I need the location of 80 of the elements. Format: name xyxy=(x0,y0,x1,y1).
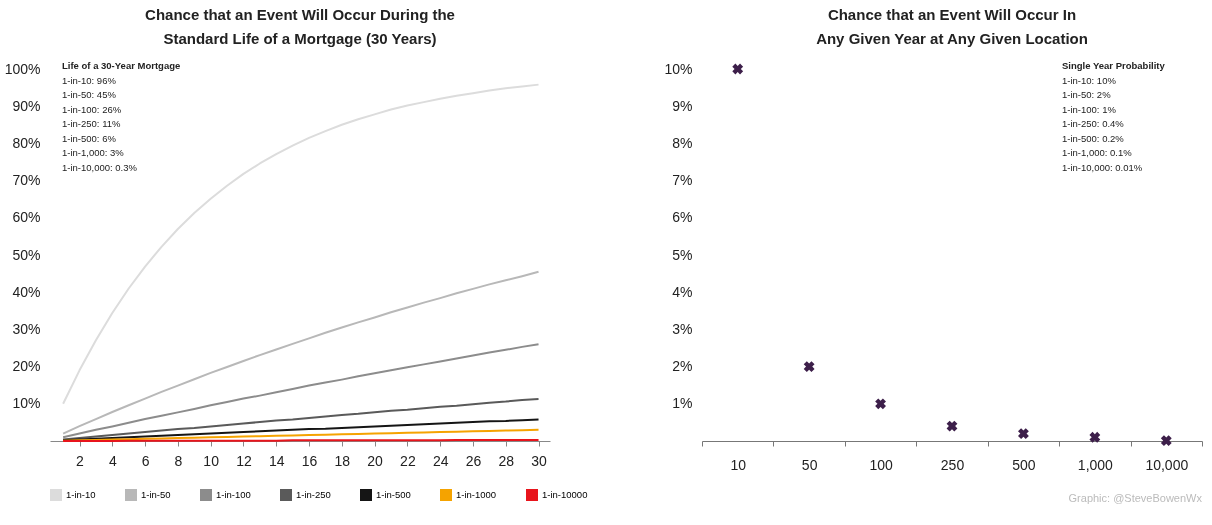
legend-label: 1-in-1000 xyxy=(456,489,497,500)
annotation: 1-in-10,000: 0.3% xyxy=(62,161,138,173)
legend-label: 1-in-250 xyxy=(296,489,331,500)
annotation: 1-in-50: 45% xyxy=(62,89,117,100)
y-tick-label: 90% xyxy=(12,97,41,114)
x-tick-label: 250 xyxy=(940,456,965,473)
legend-label: 1-in-500 xyxy=(376,489,411,500)
y-tick-label: 70% xyxy=(12,172,41,189)
x-tick-label: 50 xyxy=(801,456,818,473)
x-tick-label: 500 xyxy=(1012,456,1036,473)
line-series xyxy=(62,418,540,442)
y-tick-label: 8% xyxy=(672,134,693,151)
point xyxy=(875,398,886,410)
point xyxy=(1160,435,1172,447)
annotation: 1-in-100: 26% xyxy=(62,103,122,115)
x-tick-label: 18 xyxy=(334,452,351,469)
annotation: 1-in-500: 6% xyxy=(62,132,117,144)
x-tick-label: 10 xyxy=(730,456,747,473)
annotation: 1-in-10: 10% xyxy=(1062,74,1117,86)
x-tick-label: 10 xyxy=(203,452,220,469)
x-tick-label: 28 xyxy=(498,452,515,469)
y-tick-label: 80% xyxy=(12,134,41,151)
point xyxy=(1018,428,1029,439)
y-tick-label: 2% xyxy=(672,358,693,375)
annotation: 1-in-10,000: 0.01% xyxy=(1062,161,1143,173)
y-tick-label: 10% xyxy=(664,60,693,77)
y-tick-label: 30% xyxy=(12,320,41,337)
annotation: 1-in-500: 0.2% xyxy=(1062,132,1125,144)
line-series xyxy=(62,83,540,405)
y-tick-label: 3% xyxy=(672,320,693,337)
x-tick-label: 26 xyxy=(465,452,482,469)
point xyxy=(803,361,815,373)
x-tick-label: 6 xyxy=(141,452,150,469)
y-tick-label: 10% xyxy=(12,395,41,412)
annotation: Life of a 30-Year Mortgage xyxy=(62,60,181,71)
line-series xyxy=(62,343,540,439)
annotation: 1-in-50: 2% xyxy=(1062,89,1112,100)
x-tick-label: 2 xyxy=(76,452,85,469)
y-tick-label: 50% xyxy=(12,246,41,263)
y-tick-label: 9% xyxy=(672,97,693,114)
y-tick-label: 40% xyxy=(12,283,41,300)
y-tick-label: 60% xyxy=(12,209,41,226)
y-tick-label: 7% xyxy=(672,172,693,189)
legend-label: 1-in-50 xyxy=(141,489,171,500)
legend-label: 1-in-10000 xyxy=(542,489,588,500)
x-tick-label: 16 xyxy=(301,452,318,469)
x-tick-label: 14 xyxy=(268,452,285,469)
x-tick-label: 1,000 xyxy=(1077,456,1114,473)
y-tick-label: 100% xyxy=(4,60,41,77)
y-tick-label: 20% xyxy=(12,358,41,375)
x-tick-label: 22 xyxy=(400,452,416,469)
point xyxy=(946,420,958,432)
point xyxy=(1089,431,1101,443)
y-tick-label: 4% xyxy=(672,283,693,300)
point xyxy=(732,63,744,75)
x-tick-label: 8 xyxy=(174,452,183,469)
y-tick-label: 6% xyxy=(672,209,693,226)
y-tick-label: 1% xyxy=(672,395,693,412)
y-tick-label: 5% xyxy=(672,246,693,263)
line-series xyxy=(62,270,540,435)
x-tick-label: 12 xyxy=(236,452,252,469)
chart-title: Chance that an Event Will Occur During the Standard Life of a Mortgage (30 Years) xyxy=(145,6,455,47)
x-tick-label: 30 xyxy=(531,452,548,469)
annotation: 1-in-1,000: 3% xyxy=(62,147,125,158)
text: Graphic: @SteveBowenWx xyxy=(1068,492,1203,504)
line-series xyxy=(62,397,540,441)
annotation: Single Year Probability xyxy=(1062,60,1166,71)
x-tick-label: 10,000 xyxy=(1145,456,1189,473)
annotation: 1-in-1,000: 0.1% xyxy=(1062,147,1133,158)
annotation: 1-in-100: 1% xyxy=(1062,103,1117,115)
legend-label: 1-in-100 xyxy=(216,489,251,500)
x-tick-label: 100 xyxy=(869,456,893,473)
x-tick-label: 24 xyxy=(432,452,449,469)
x-tick-label: 4 xyxy=(108,452,117,469)
x-tick-label: 20 xyxy=(367,452,384,469)
chart-title: Chance that an Event Will Occur In Any Given Year at Any Given Location xyxy=(816,6,1088,47)
annotation: 1-in-250: 11% xyxy=(62,118,121,129)
annotation: 1-in-250: 0.4% xyxy=(1062,118,1125,129)
annotation: 1-in-10: 96% xyxy=(62,74,117,86)
legend-label: 1-in-10 xyxy=(66,489,96,500)
